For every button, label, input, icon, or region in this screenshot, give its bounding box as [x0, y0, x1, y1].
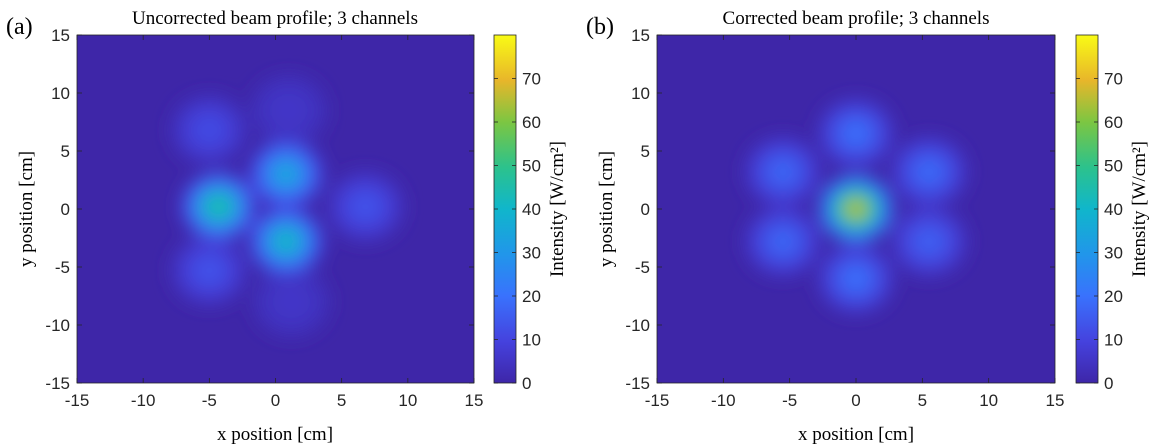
intensity-peak — [891, 137, 967, 207]
colorbar-tick-label: 20 — [522, 287, 541, 306]
colorbar-tick-label: 70 — [1104, 70, 1123, 89]
colorbar-tick-label: 50 — [1104, 157, 1123, 176]
colorbar-a-label: Intensity [W/cm²] — [547, 141, 568, 277]
y-axis-a: -15 -10 -5 0 5 10 15 — [45, 26, 474, 393]
y-tick-label: -15 — [45, 374, 70, 393]
y-axis-b-label: y position [cm] — [596, 151, 617, 267]
y-tick-label: 5 — [641, 142, 650, 161]
x-tick-label: 0 — [271, 391, 280, 410]
x-tick-label: -10 — [711, 391, 736, 410]
intensity-peak — [745, 206, 821, 277]
colorbar-tick-label: 0 — [522, 374, 531, 393]
x-tick-label: 10 — [398, 391, 417, 410]
y-tick-label: -10 — [45, 316, 70, 335]
colorbar-tick-label: 30 — [1104, 244, 1123, 263]
x-tick-label: -15 — [645, 391, 670, 410]
colorbar-tick-label: 60 — [522, 113, 541, 132]
x-axis-a-label: x position [cm] — [217, 424, 333, 445]
y-tick-label: 10 — [51, 84, 70, 103]
intensity-peak — [180, 171, 257, 242]
panel-a: (a) Uncorrected beam profile; 3 channels… — [6, 8, 568, 445]
intensity-peak — [248, 206, 324, 277]
intensity-peak — [251, 75, 327, 146]
colorbar-tick-label: 30 — [522, 244, 541, 263]
colorbar-tick-label: 40 — [522, 200, 541, 219]
y-tick-label: 5 — [61, 142, 70, 161]
x-tick-label: 15 — [465, 391, 484, 410]
y-tick-label: 15 — [631, 26, 650, 45]
x-tick-label: -5 — [202, 391, 217, 410]
colorbar-tick-label: 70 — [522, 70, 541, 89]
intensity-peak — [171, 95, 248, 165]
y-axis-b: -15 -10 -5 0 5 10 15 — [625, 26, 1055, 393]
colorbar-tick-label: 60 — [1104, 113, 1123, 132]
x-axis-a: -15 -10 -5 0 5 10 15 — [65, 35, 484, 410]
y-tick-label: -15 — [625, 374, 650, 393]
x-tick-label: 5 — [337, 391, 346, 410]
intensity-peak — [171, 235, 248, 306]
colorbar-tick-label: 20 — [1104, 287, 1123, 306]
y-tick-label: -5 — [55, 258, 70, 277]
y-tick-label: 0 — [641, 200, 650, 219]
y-tick-label: 0 — [61, 200, 70, 219]
x-axis-b-label: x position [cm] — [798, 424, 914, 445]
intensity-peak — [818, 98, 894, 169]
x-tick-label: 10 — [979, 391, 998, 410]
panel-a-title: Uncorrected beam profile; 3 channels — [132, 8, 418, 29]
colorbar-b-label: Intensity [W/cm²] — [1129, 141, 1150, 277]
colorbar-tick-label: 50 — [522, 157, 541, 176]
intensity-peak — [248, 139, 324, 209]
colorbar-tick-label: 40 — [1104, 200, 1123, 219]
x-axis-b: -15 -10 -5 0 5 10 15 — [645, 35, 1065, 410]
x-tick-label: -10 — [131, 391, 156, 410]
x-tick-label: -5 — [782, 391, 797, 410]
y-tick-label: 10 — [631, 84, 650, 103]
x-tick-label: 15 — [1046, 391, 1065, 410]
colorbar-tick-label: 10 — [1104, 331, 1123, 350]
intensity-peak — [253, 267, 330, 337]
intensity-peak — [891, 206, 967, 277]
panel-b-title: Corrected beam profile; 3 channels — [723, 8, 990, 29]
y-axis-a-label: y position [cm] — [16, 151, 37, 267]
y-tick-label: -10 — [625, 316, 650, 335]
x-tick-label: 0 — [851, 391, 860, 410]
colorbar-a-ticks: 0 10 20 30 40 50 60 70 — [494, 70, 541, 393]
plot-b-heatmap — [745, 98, 967, 314]
intensity-peak — [818, 243, 894, 314]
x-tick-label: 5 — [918, 391, 927, 410]
y-tick-label: -5 — [635, 258, 650, 277]
x-tick-label: -15 — [65, 391, 90, 410]
colorbar-tick-label: 10 — [522, 331, 541, 350]
colorbar-b-ticks: 0 10 20 30 40 50 60 70 — [1076, 70, 1123, 393]
intensity-peak — [327, 171, 404, 242]
plot-a-heatmap — [171, 75, 404, 337]
panel-a-label: (a) — [6, 14, 33, 40]
y-tick-label: 15 — [51, 26, 70, 45]
panel-b-label: (b) — [586, 14, 614, 40]
intensity-peak — [818, 174, 894, 244]
intensity-peak — [745, 137, 821, 207]
colorbar-tick-label: 0 — [1104, 374, 1113, 393]
panel-b: (b) Corrected beam profile; 3 channels -… — [586, 8, 1150, 445]
